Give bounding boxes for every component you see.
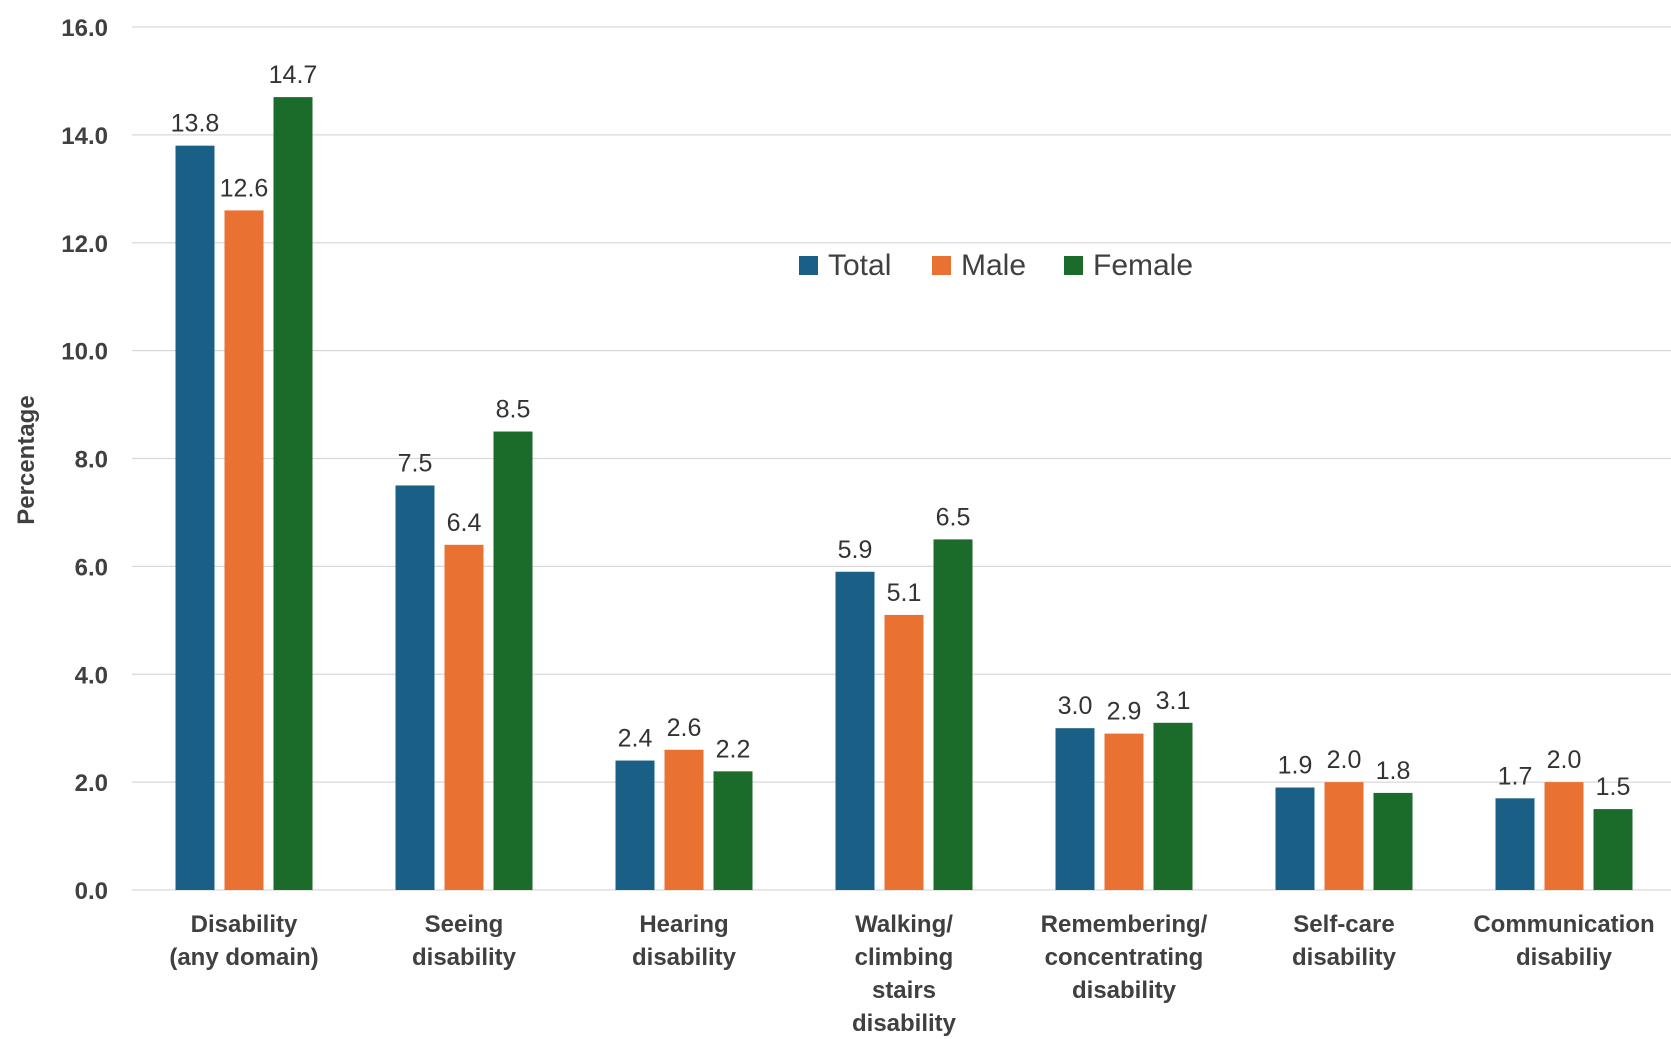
bar-male (224, 210, 264, 890)
y-tick-label: 12.0 (61, 231, 108, 258)
bar-total (395, 485, 435, 890)
bar-male (664, 749, 704, 890)
x-axis-ticks: Disability (any domain) Seeing disability He… (169, 911, 1654, 1037)
data-labels: 13.8 12.6 14.7 7.5 6.4 8.5 2.4 2.6 2.2 5.9 5.1 6.5 3… (171, 61, 1631, 801)
x-tick-label: Hearing disability (632, 911, 737, 971)
bar-total (835, 571, 875, 890)
legend-label: Male (961, 249, 1026, 282)
bar-total (1275, 787, 1315, 890)
legend: Total Male Female (799, 249, 1193, 282)
data-label: 5.9 (838, 536, 873, 564)
x-tick-label: Seeing disability (412, 911, 517, 971)
gridlines (132, 26, 1671, 891)
data-label: 12.6 (220, 174, 269, 202)
data-label: 8.5 (496, 396, 531, 424)
data-label: 13.8 (171, 110, 220, 138)
data-label: 2.2 (716, 735, 751, 763)
y-tick-label: 6.0 (75, 554, 108, 581)
x-tick-label: Walking/climbing stairs disability (852, 911, 957, 1037)
bars (175, 97, 1633, 891)
y-tick-label: 14.0 (61, 123, 108, 150)
bar-total (175, 145, 215, 891)
x-tick-label: Self-care disability (1292, 911, 1397, 971)
data-label: 1.5 (1596, 773, 1631, 801)
data-label: 2.4 (618, 725, 653, 753)
y-tick-label: 10.0 (61, 339, 108, 366)
y-tick-label: 0.0 (75, 878, 108, 905)
x-tick-label: Disability (any domain) (169, 911, 318, 971)
data-label: 6.5 (936, 503, 971, 531)
data-label: 6.4 (447, 509, 482, 537)
bar-male (1324, 782, 1364, 890)
bar-total (615, 760, 655, 890)
x-tick-label: Remembering/concentrating disability (1041, 911, 1208, 1004)
bar-total (1055, 728, 1095, 890)
data-label: 5.1 (887, 579, 922, 607)
bar-female (1373, 792, 1413, 890)
bar-female (273, 97, 313, 890)
data-label: 1.8 (1376, 757, 1411, 785)
bar-male (1104, 733, 1144, 890)
data-label: 2.9 (1107, 698, 1142, 726)
bar-male (444, 544, 484, 890)
data-label: 2.6 (667, 714, 702, 742)
legend-swatch (1064, 256, 1083, 275)
bar-female (1153, 722, 1193, 890)
bar-female (933, 539, 973, 890)
data-label: 14.7 (269, 61, 318, 89)
x-tick-label: Communication disabiliy (1473, 911, 1654, 971)
bar-female (713, 771, 753, 890)
y-tick-label: 4.0 (75, 662, 108, 689)
legend-swatch (799, 256, 818, 275)
legend-label: Total (828, 249, 891, 282)
legend-item-female: Female (1064, 249, 1193, 282)
data-label: 3.0 (1058, 692, 1093, 720)
bar-male (884, 614, 924, 890)
data-label: 2.0 (1327, 746, 1362, 774)
y-axis-ticks: 0.0 2.0 4.0 6.0 8.0 10.0 12.0 14.0 16.0 (61, 15, 108, 905)
legend-item-total: Total (799, 249, 891, 282)
data-label: 2.0 (1547, 746, 1582, 774)
legend-item-male: Male (932, 249, 1026, 282)
y-tick-label: 2.0 (75, 770, 108, 797)
legend-label: Female (1093, 249, 1193, 282)
y-axis-title: Percentage (13, 395, 40, 524)
data-label: 1.7 (1498, 762, 1533, 790)
bar-female (493, 431, 533, 890)
data-label: 3.1 (1156, 687, 1191, 715)
data-label: 7.5 (398, 449, 433, 477)
y-tick-label: 8.0 (75, 447, 108, 474)
bar-total (1495, 798, 1535, 890)
legend-swatch (932, 256, 951, 275)
data-label: 1.9 (1278, 752, 1313, 780)
y-tick-label: 16.0 (61, 15, 108, 42)
bar-male (1544, 782, 1584, 890)
bar-female (1593, 809, 1633, 890)
